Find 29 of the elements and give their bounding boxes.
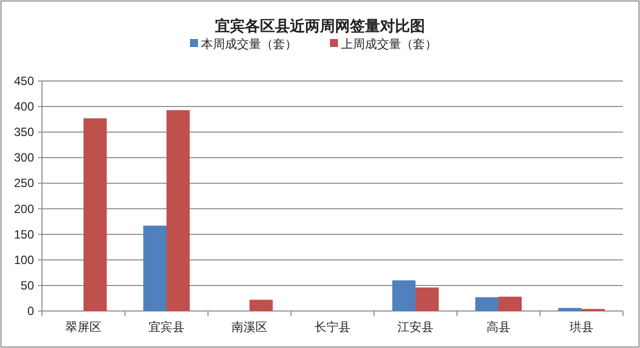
bar <box>475 297 498 311</box>
y-tick-label: 50 <box>20 278 34 292</box>
x-tick-label: 高县 <box>486 320 510 334</box>
bar <box>166 110 190 311</box>
bar <box>558 308 582 311</box>
x-tick-label: 长宁县 <box>314 320 350 334</box>
legend-label: 本周成交量（套） <box>201 37 297 51</box>
bar <box>392 280 416 311</box>
y-tick-label: 0 <box>27 304 34 318</box>
y-tick-label: 200 <box>14 202 34 216</box>
y-tick-label: 400 <box>14 100 34 114</box>
y-tick-label: 300 <box>14 150 34 165</box>
x-tick-label: 翠屏区 <box>66 320 102 334</box>
bar <box>416 287 439 311</box>
bar <box>250 300 273 311</box>
x-tick-label: 宜宾县 <box>148 320 184 334</box>
y-tick-label: 450 <box>14 74 34 88</box>
x-tick-label: 南溪区 <box>232 320 268 334</box>
y-tick-label: 350 <box>14 125 34 140</box>
chart-title: 宜宾各区县近两周网签量对比图 <box>215 17 425 35</box>
x-tick-label: 江安县 <box>398 320 434 334</box>
bar <box>143 226 166 311</box>
bar <box>84 118 107 311</box>
y-tick-label: 100 <box>14 252 34 267</box>
bar <box>498 296 522 311</box>
y-tick-label: 250 <box>14 176 34 190</box>
x-tick-label: 珙县 <box>570 320 594 334</box>
legend-label: 上周成交量（套） <box>341 37 437 51</box>
y-tick-label: 150 <box>14 227 34 242</box>
